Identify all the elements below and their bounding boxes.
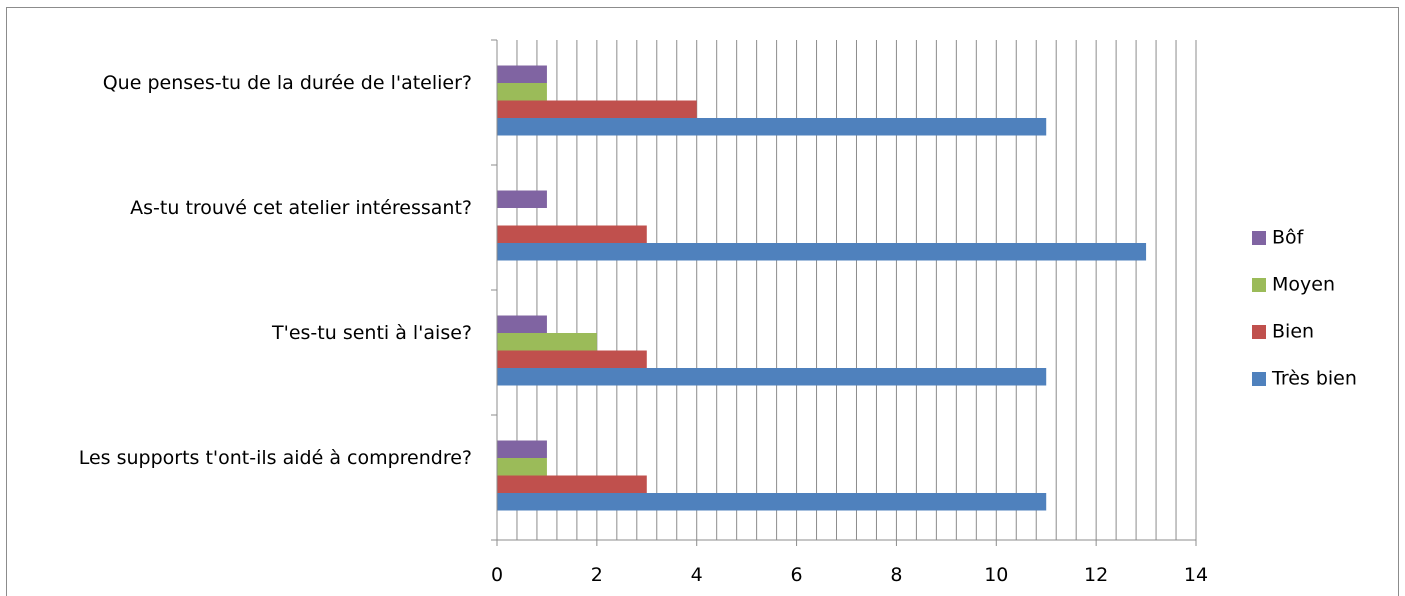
x-tick-label: 0 xyxy=(491,564,503,586)
bars xyxy=(497,65,1147,511)
x-tick-label: 8 xyxy=(890,564,902,586)
legend-label: Bien xyxy=(1272,321,1314,343)
x-tick-label: 4 xyxy=(691,564,703,586)
bar-b-f-2 xyxy=(497,190,547,208)
legend-label: Moyen xyxy=(1272,274,1335,296)
category-label: Les supports t'ont-ils aidé à comprendre… xyxy=(79,447,472,469)
category-labels: Que penses-tu de la durée de l'atelier? A… xyxy=(79,72,472,469)
bar-moyen-1 xyxy=(497,83,547,101)
category-label: As-tu trouvé cet atelier intéressant? xyxy=(130,197,472,219)
bar-bien-3 xyxy=(497,350,647,368)
bar-bien-4 xyxy=(497,475,647,493)
bar-b-f-3 xyxy=(497,315,547,333)
x-tick-label: 2 xyxy=(591,564,603,586)
x-tick-labels: 0 2 4 6 8 10 12 14 xyxy=(491,564,1208,586)
x-tick-label: 10 xyxy=(984,564,1008,586)
category-label: Que penses-tu de la durée de l'atelier? xyxy=(103,72,472,94)
x-tick-label: 14 xyxy=(1184,564,1208,586)
bar-tr-s-bien-1 xyxy=(497,118,1047,136)
bar-bien-2 xyxy=(497,225,647,243)
x-tick-label: 6 xyxy=(791,564,803,586)
bar-moyen-3 xyxy=(497,333,597,351)
legend-label: Très bien xyxy=(1271,368,1357,390)
bar-tr-s-bien-4 xyxy=(497,493,1047,511)
bar-tr-s-bien-2 xyxy=(497,243,1147,261)
bar-b-f-1 xyxy=(497,65,547,83)
legend-swatch-bien xyxy=(1252,325,1266,339)
legend: Bôf Moyen Bien Très bien xyxy=(1252,227,1357,390)
bar-tr-s-bien-3 xyxy=(497,368,1047,386)
bar-bien-1 xyxy=(497,100,697,118)
bar-b-f-4 xyxy=(497,440,547,458)
bar-moyen-4 xyxy=(497,458,547,476)
legend-swatch-tr-s-bien xyxy=(1252,372,1266,386)
x-tick-label: 12 xyxy=(1084,564,1108,586)
legend-swatch-b-f xyxy=(1252,231,1266,245)
legend-swatch-moyen xyxy=(1252,278,1266,292)
category-label: T'es-tu senti à l'aise? xyxy=(271,322,472,344)
axes xyxy=(491,39,1197,546)
legend-label: Bôf xyxy=(1272,227,1305,249)
